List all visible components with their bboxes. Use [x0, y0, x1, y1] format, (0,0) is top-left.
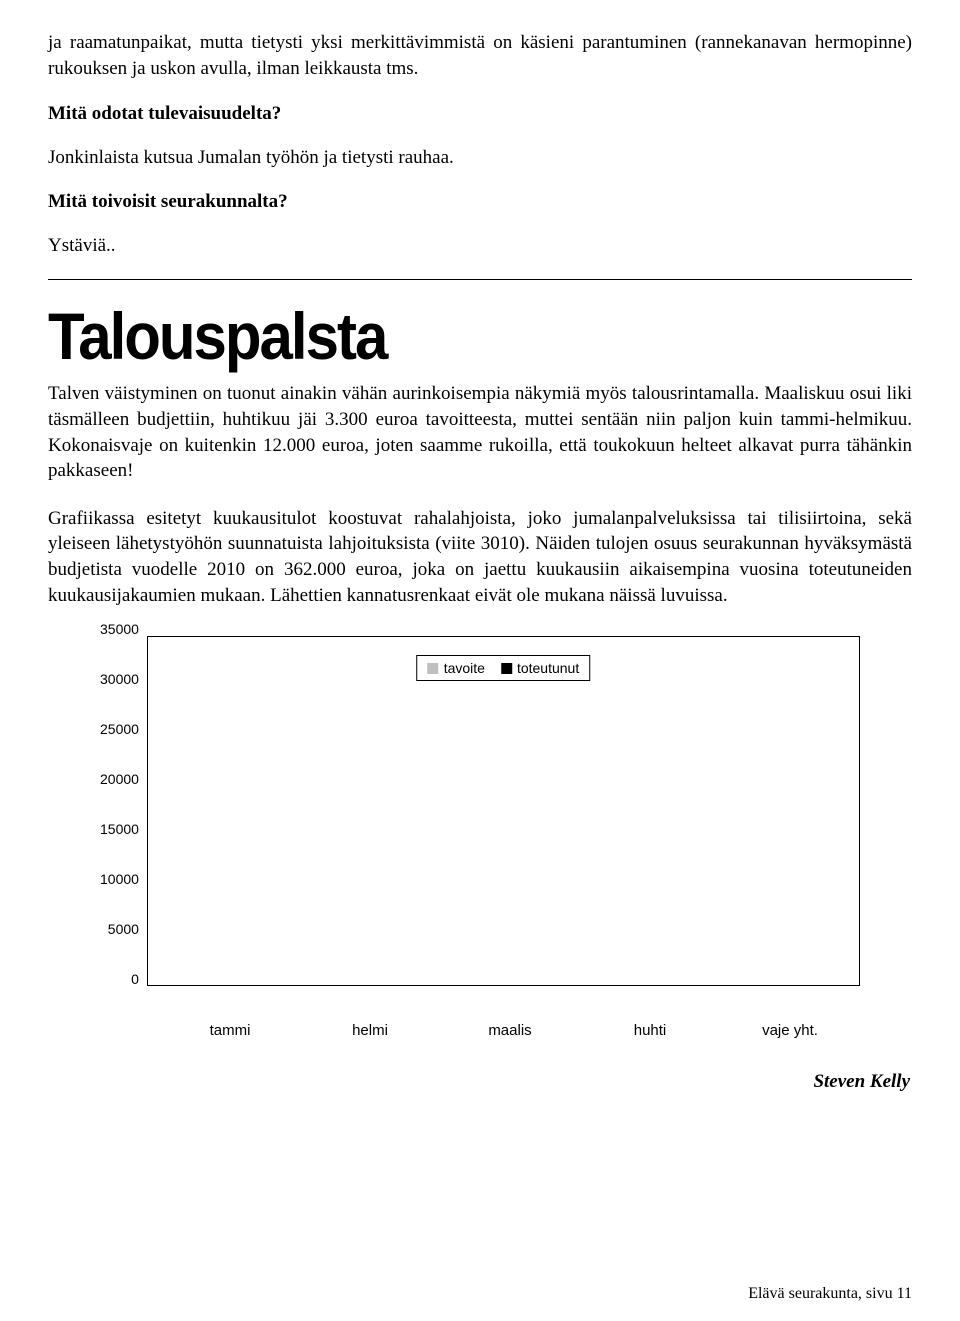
section-title: Talouspalsta — [48, 299, 912, 375]
question-2: Mitä toivoisit seurakunnalta? — [48, 191, 912, 213]
x-label: vaje yht. — [739, 1022, 841, 1039]
section-divider — [48, 279, 912, 280]
talous-para-1: Talven väistyminen on tuonut ainakin väh… — [48, 381, 912, 484]
page-footer: Elävä seurakunta, sivu 11 — [748, 1285, 912, 1303]
author-name: Steven Kelly — [48, 1071, 912, 1093]
x-label: huhti — [599, 1022, 701, 1039]
intro-paragraph: ja raamatunpaikat, mutta tietysti yksi m… — [48, 30, 912, 81]
x-label: tammi — [179, 1022, 281, 1039]
chart-x-axis: tammi helmi maalis huhti vaje yht. — [100, 1016, 860, 1039]
answer-1: Jonkinlaista kutsua Jumalan työhön ja ti… — [48, 147, 912, 169]
chart-bars — [148, 637, 859, 985]
question-1: Mitä odotat tulevaisuudelta? — [48, 103, 912, 125]
chart-plot: tavoite toteutunut — [147, 636, 860, 986]
x-label: maalis — [459, 1022, 561, 1039]
revenue-chart: 35000300002500020000150001000050000 tavo… — [100, 636, 860, 1039]
chart-y-axis: 35000300002500020000150001000050000 — [100, 636, 147, 986]
x-label: helmi — [319, 1022, 421, 1039]
talous-para-2: Grafiikassa esitetyt kuukausitulot koost… — [48, 506, 912, 609]
answer-2: Ystäviä.. — [48, 235, 912, 257]
